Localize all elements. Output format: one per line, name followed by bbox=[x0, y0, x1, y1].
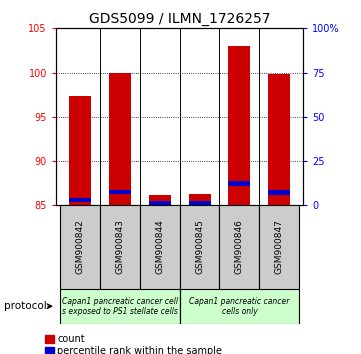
Bar bbox=[140, 205, 180, 289]
Text: GSM900842: GSM900842 bbox=[75, 219, 84, 274]
Bar bbox=[229, 181, 251, 185]
Bar bbox=[109, 73, 131, 205]
Text: GSM900843: GSM900843 bbox=[115, 219, 124, 274]
Bar bbox=[100, 205, 140, 289]
Text: Capan1 pancreatic cancer cell
s exposed to PS1 stellate cells: Capan1 pancreatic cancer cell s exposed … bbox=[62, 297, 178, 316]
Text: protocol: protocol bbox=[4, 301, 46, 311]
Bar bbox=[188, 201, 210, 206]
Text: Capan1 pancreatic cancer
cells only: Capan1 pancreatic cancer cells only bbox=[189, 297, 290, 316]
Bar bbox=[268, 74, 290, 205]
Text: GSM900847: GSM900847 bbox=[275, 219, 284, 274]
Title: GDS5099 / ILMN_1726257: GDS5099 / ILMN_1726257 bbox=[89, 12, 270, 26]
Bar bbox=[109, 190, 131, 194]
Bar bbox=[60, 289, 180, 324]
Bar bbox=[219, 205, 259, 289]
Bar bbox=[149, 195, 171, 205]
Bar bbox=[188, 194, 210, 205]
Bar bbox=[69, 198, 91, 202]
Bar bbox=[180, 205, 219, 289]
Legend: count, percentile rank within the sample: count, percentile rank within the sample bbox=[41, 331, 226, 354]
Text: GSM900846: GSM900846 bbox=[235, 219, 244, 274]
Bar bbox=[259, 205, 299, 289]
Bar bbox=[268, 190, 290, 195]
Bar bbox=[60, 205, 100, 289]
Bar bbox=[149, 201, 171, 206]
Bar bbox=[229, 46, 251, 205]
Bar bbox=[69, 96, 91, 205]
Text: GSM900845: GSM900845 bbox=[195, 219, 204, 274]
Bar bbox=[180, 289, 299, 324]
Text: GSM900844: GSM900844 bbox=[155, 219, 164, 274]
